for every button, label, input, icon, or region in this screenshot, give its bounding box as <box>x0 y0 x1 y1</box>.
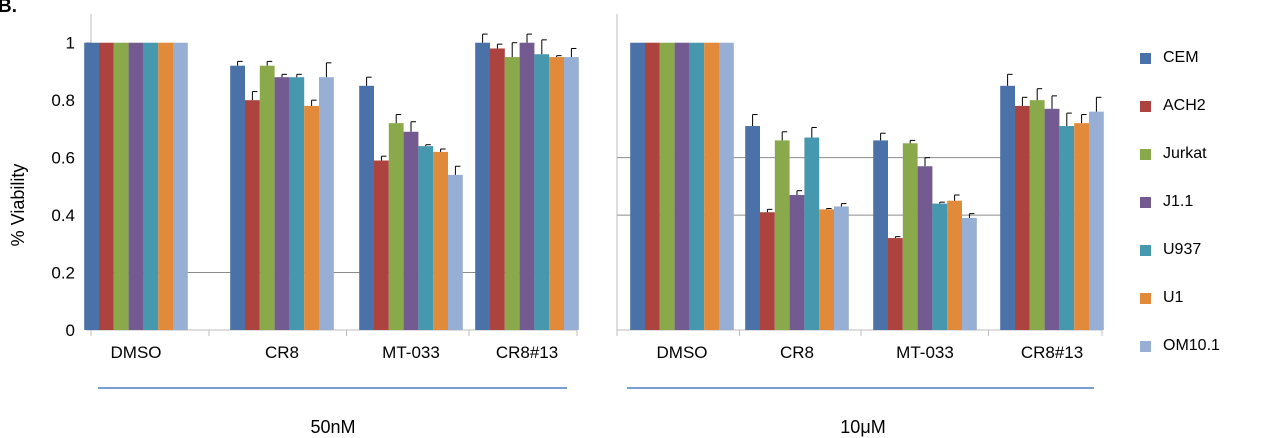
bar-jurkat-cr8 <box>774 140 790 330</box>
bar-j1-1-dmso <box>128 42 144 331</box>
y-tick-label: 0.6 <box>51 149 75 168</box>
x-tick-label: DMSO <box>657 343 708 362</box>
bar-jurkat-dmso <box>659 42 675 331</box>
legend-label: U1 <box>1163 289 1184 306</box>
legend-label: U937 <box>1163 241 1202 258</box>
legend-label: Jurkat <box>1163 145 1207 162</box>
bar-cem-mt-033 <box>359 85 374 331</box>
y-axis-label: % Viability <box>8 164 28 247</box>
bar-om10-1-mt-033 <box>448 174 463 330</box>
bar-u1-cr8-13 <box>1074 123 1089 330</box>
legend-item-ach2: ACH2 <box>1140 96 1206 116</box>
bar-u937-dmso <box>143 42 159 331</box>
y-tick-label: 0.8 <box>51 91 75 110</box>
bar-ach2-mt-033 <box>374 160 389 330</box>
x-tick-label: MT-033 <box>896 343 954 362</box>
x-tick-label: CR8#13 <box>496 343 558 362</box>
bar-u1-cr8 <box>819 209 834 330</box>
legend-item-j1-1: J1.1 <box>1140 192 1193 212</box>
bar-ach2-dmso <box>99 42 114 331</box>
bar-om10-1-dmso <box>173 42 188 331</box>
x-tick-label: CR8 <box>265 343 299 362</box>
bar-ach2-cr8-13 <box>490 48 505 331</box>
bar-u1-mt-033 <box>433 151 448 330</box>
x-tick-label: DMSO <box>111 343 162 362</box>
bar-u1-cr8 <box>304 105 319 330</box>
bar-ach2-cr8-13 <box>1015 105 1030 330</box>
bar-u1-dmso <box>704 42 719 331</box>
bar-jurkat-dmso <box>113 42 129 331</box>
bar-om10-1-cr8-13 <box>1089 111 1104 330</box>
bar-u937-cr8-13 <box>534 54 550 331</box>
bar-ach2-mt-033 <box>888 238 903 330</box>
group-label: 10μM <box>840 417 885 437</box>
bar-jurkat-cr8-13 <box>1029 100 1045 330</box>
legend-swatch <box>1140 100 1151 112</box>
bar-j1-1-dmso <box>674 42 690 331</box>
legend-item-cem: CEM <box>1140 48 1199 68</box>
legend-swatch <box>1140 148 1151 160</box>
legend-swatch <box>1140 244 1151 256</box>
legend-swatch <box>1140 52 1151 64</box>
legend-item-jurkat: Jurkat <box>1140 144 1207 164</box>
y-tick-label: 0 <box>66 321 75 340</box>
bar-om10-1-mt-033 <box>962 217 977 330</box>
bar-cem-dmso <box>630 42 645 331</box>
bar-j1-1-cr8-13 <box>1044 108 1060 330</box>
legend-swatch <box>1140 340 1151 352</box>
bar-ach2-dmso <box>645 42 660 331</box>
chart-panel-10um: DMSO CR8 MT-033 CR8#13 10μM <box>616 14 1104 437</box>
bar-u937-cr8 <box>804 137 820 330</box>
bar-jurkat-mt-033 <box>388 123 404 330</box>
bar-j1-1-mt-033 <box>917 166 933 330</box>
x-tick-label: CR8 <box>780 343 814 362</box>
bar-om10-1-dmso <box>719 42 734 331</box>
bar-cem-cr8 <box>745 126 760 330</box>
legend-label: CEM <box>1163 49 1199 66</box>
bar-cem-dmso <box>84 42 99 331</box>
chart-panel-50nm: 0 0.2 0.4 0.6 0.8 1 DMSO CR8 MT-033 CR8#13 50nM <box>51 14 579 437</box>
bar-jurkat-mt-033 <box>902 143 918 330</box>
group-label: 50nM <box>310 417 355 437</box>
legend-label: J1.1 <box>1163 193 1194 210</box>
bar-u1-cr8-13 <box>549 57 564 330</box>
bar-cem-cr8-13 <box>475 42 490 331</box>
bar-u937-cr8-13 <box>1059 126 1075 330</box>
bar-cem-cr8-13 <box>1000 85 1015 331</box>
legend-item-om10-1: OM10.1 <box>1140 336 1220 356</box>
bar-om10-1-cr8 <box>319 77 334 330</box>
bar-u937-mt-033 <box>418 146 434 330</box>
bar-ach2-cr8 <box>760 212 775 330</box>
bar-jurkat-cr8-13 <box>504 57 520 330</box>
bar-j1-1-mt-033 <box>403 131 419 330</box>
legend-label: ACH2 <box>1163 97 1206 114</box>
bar-om10-1-cr8 <box>834 206 849 330</box>
bar-j1-1-cr8-13 <box>519 42 535 331</box>
bar-cem-cr8 <box>230 65 245 330</box>
legend-item-u1: U1 <box>1140 288 1183 308</box>
bar-jurkat-cr8 <box>259 65 275 330</box>
bar-j1-1-cr8 <box>274 77 290 330</box>
legend-item-u937: U937 <box>1140 240 1201 260</box>
legend-swatch <box>1140 196 1151 208</box>
panel-letter: B. <box>0 0 17 17</box>
bar-om10-1-cr8-13 <box>564 57 579 330</box>
bar-u937-mt-033 <box>932 203 948 330</box>
y-tick-label: 0.4 <box>51 206 75 225</box>
y-tick-label: 0.2 <box>51 264 75 283</box>
x-tick-label: CR8#13 <box>1021 343 1083 362</box>
bar-u1-dmso <box>158 42 173 331</box>
x-tick-label: MT-033 <box>382 343 440 362</box>
legend-label: OM10.1 <box>1163 337 1220 354</box>
bar-u937-dmso <box>689 42 705 331</box>
y-tick-label: 1 <box>66 34 75 53</box>
bar-u1-mt-033 <box>947 200 962 330</box>
bar-ach2-cr8 <box>245 100 260 330</box>
bar-j1-1-cr8 <box>789 194 805 330</box>
bar-u937-cr8 <box>289 77 305 330</box>
legend-swatch <box>1140 292 1151 304</box>
bar-cem-mt-033 <box>873 140 888 330</box>
